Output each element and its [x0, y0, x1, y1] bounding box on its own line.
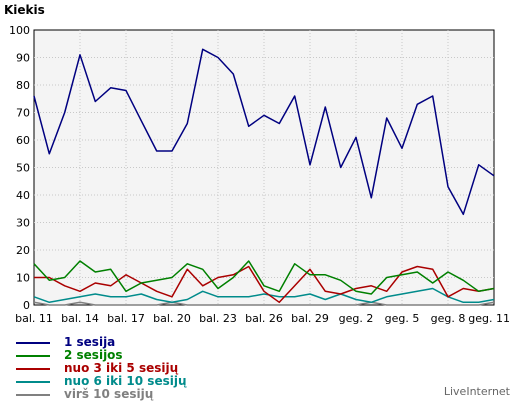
series-line-2 [33, 260, 495, 295]
x-tick-label: geg. 2 [339, 312, 374, 325]
y-tick-label: 0 [23, 299, 30, 312]
legend-item: 2 sesijos [16, 349, 187, 362]
series-line-3 [34, 265, 495, 304]
legend: 1 sesija 2 sesijos nuo 3 iki 5 sesijų nuo 6… [16, 336, 187, 401]
y-tick-label: 60 [16, 134, 30, 147]
legend-label: virš 10 sesijų [64, 387, 154, 401]
x-tick-label: bal. 29 [291, 312, 329, 325]
legend-item: 1 sesija [16, 336, 187, 349]
x-tick-label: bal. 11 [15, 312, 53, 325]
y-tick-label: 90 [16, 52, 30, 65]
legend-swatch [16, 367, 50, 370]
legend-swatch [16, 341, 50, 344]
y-tick-label: 100 [9, 24, 30, 37]
y-tick-label: 80 [16, 79, 30, 92]
legend-label: 2 sesijos [64, 348, 123, 362]
x-tick-label: geg. 8 [431, 312, 466, 325]
legend-item: nuo 6 iki 10 sesijų [16, 375, 187, 388]
x-tick-label: geg. 5 [385, 312, 420, 325]
series-line-1 [33, 48, 495, 216]
y-tick-label: 40 [16, 189, 30, 202]
legend-item: virš 10 sesijų [16, 388, 187, 401]
legend-swatch [16, 354, 50, 357]
x-tick-label: bal. 17 [107, 312, 145, 325]
chart-title: Kiekis [4, 3, 45, 17]
legend-label: nuo 3 iki 5 sesijų [64, 361, 179, 375]
y-axis: 0 10 20 30 40 50 60 70 80 90 100 [9, 24, 30, 312]
x-tick-label: bal. 26 [245, 312, 283, 325]
y-tick-label: 10 [16, 272, 30, 285]
x-tick-label: bal. 23 [199, 312, 237, 325]
y-tick-label: 50 [16, 162, 30, 175]
y-tick-label: 30 [16, 217, 30, 230]
series-lines [33, 48, 495, 306]
series-line-5 [33, 301, 495, 306]
legend-label: nuo 6 iki 10 sesijų [64, 374, 187, 388]
legend-swatch [16, 380, 50, 383]
grid-lines [34, 30, 494, 305]
y-tick-label: 20 [16, 244, 30, 257]
x-tick-label: bal. 14 [61, 312, 99, 325]
legend-swatch [16, 393, 50, 396]
series-line-4 [33, 287, 495, 304]
x-axis: bal. 11 bal. 14 bal. 17 bal. 20 bal. 23 bal. … [15, 312, 510, 325]
credit-label: LiveInternet [443, 385, 510, 398]
x-tick-label: bal. 20 [153, 312, 191, 325]
y-tick-label: 70 [16, 107, 30, 120]
x-tick-label: geg. 11 [468, 312, 510, 325]
legend-label: 1 sesija [64, 335, 116, 349]
legend-item: nuo 3 iki 5 sesijų [16, 362, 187, 375]
